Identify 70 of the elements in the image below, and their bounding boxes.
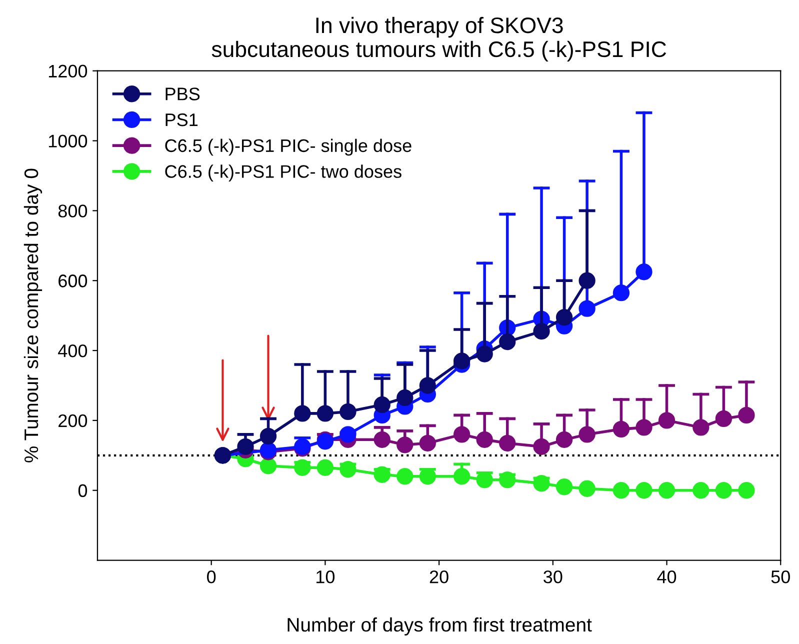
point — [453, 426, 470, 443]
point — [340, 461, 356, 478]
point — [658, 482, 676, 499]
y-tick-label: 600 — [58, 274, 88, 288]
y-tick-label: 1200 — [48, 64, 88, 78]
point — [260, 458, 277, 474]
point — [715, 410, 732, 428]
y-tick-label: 200 — [58, 414, 88, 428]
point — [578, 426, 596, 443]
point — [612, 482, 630, 499]
point — [738, 406, 755, 424]
legend-label: C6.5 (-k)-PS1 PIC- two doses — [165, 164, 402, 182]
point — [715, 482, 732, 499]
chart-title: In vivo therapy of SKOV3 subcutaneous tumours with C6.5 (-k)-PS1 PIC — [212, 16, 666, 62]
point — [612, 284, 630, 302]
x-tick-label: 30 — [544, 570, 562, 584]
point — [374, 431, 390, 448]
x-tick-label: 50 — [771, 570, 790, 584]
x-tick-label: 40 — [657, 570, 676, 584]
point — [453, 352, 470, 370]
point — [556, 431, 573, 448]
point — [533, 475, 550, 492]
point — [533, 322, 550, 340]
point — [294, 459, 311, 476]
point — [578, 272, 596, 289]
point — [556, 308, 573, 326]
y-axis-title: % Tumour size compared to day 0 — [24, 168, 42, 462]
point — [636, 419, 652, 436]
y-tick-label: 1000 — [48, 134, 88, 148]
legend-label: PS1 — [166, 113, 198, 126]
point — [419, 377, 436, 394]
point — [578, 480, 596, 497]
point — [499, 472, 516, 488]
point — [692, 482, 710, 499]
y-tick-label: 0 — [78, 484, 88, 498]
x-tick-label: 10 — [316, 570, 335, 584]
point — [476, 346, 493, 362]
point — [476, 431, 493, 448]
point — [636, 264, 652, 280]
y-tick-label: 400 — [58, 344, 88, 358]
point — [453, 468, 470, 485]
point — [556, 478, 573, 496]
point — [738, 482, 755, 499]
y-tick-label: 800 — [58, 204, 88, 218]
point — [316, 459, 334, 476]
point — [499, 434, 516, 452]
x-axis-title: Number of days from first treatment — [288, 617, 592, 636]
x-tick-label: 0 — [207, 570, 216, 584]
point — [340, 426, 356, 443]
point — [316, 405, 334, 422]
legend-label: PBS — [166, 88, 200, 100]
legend-label: C6.5 (-k)-PS1 PIC- single dose — [165, 138, 412, 156]
point — [499, 333, 516, 350]
point — [396, 389, 414, 406]
point — [612, 420, 630, 438]
point — [374, 396, 390, 414]
point — [340, 403, 356, 420]
x-tick-label: 20 — [430, 570, 448, 584]
point — [533, 438, 550, 455]
point — [374, 466, 390, 483]
point — [260, 428, 277, 445]
point — [294, 405, 311, 422]
point — [237, 438, 254, 455]
point — [396, 468, 414, 485]
point — [419, 434, 436, 452]
point — [692, 419, 710, 436]
point — [396, 436, 414, 454]
point — [658, 412, 676, 429]
point — [636, 482, 652, 499]
point — [578, 300, 596, 317]
